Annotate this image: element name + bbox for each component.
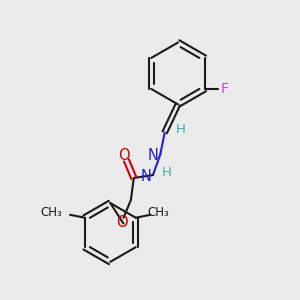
Text: H: H <box>176 123 186 136</box>
Text: O: O <box>116 214 128 230</box>
Text: CH₃: CH₃ <box>40 206 62 219</box>
Text: N: N <box>148 148 158 164</box>
Text: F: F <box>220 82 229 96</box>
Text: H: H <box>162 166 172 178</box>
Text: CH₃: CH₃ <box>148 206 170 219</box>
Text: N: N <box>141 169 152 184</box>
Text: O: O <box>118 148 130 164</box>
